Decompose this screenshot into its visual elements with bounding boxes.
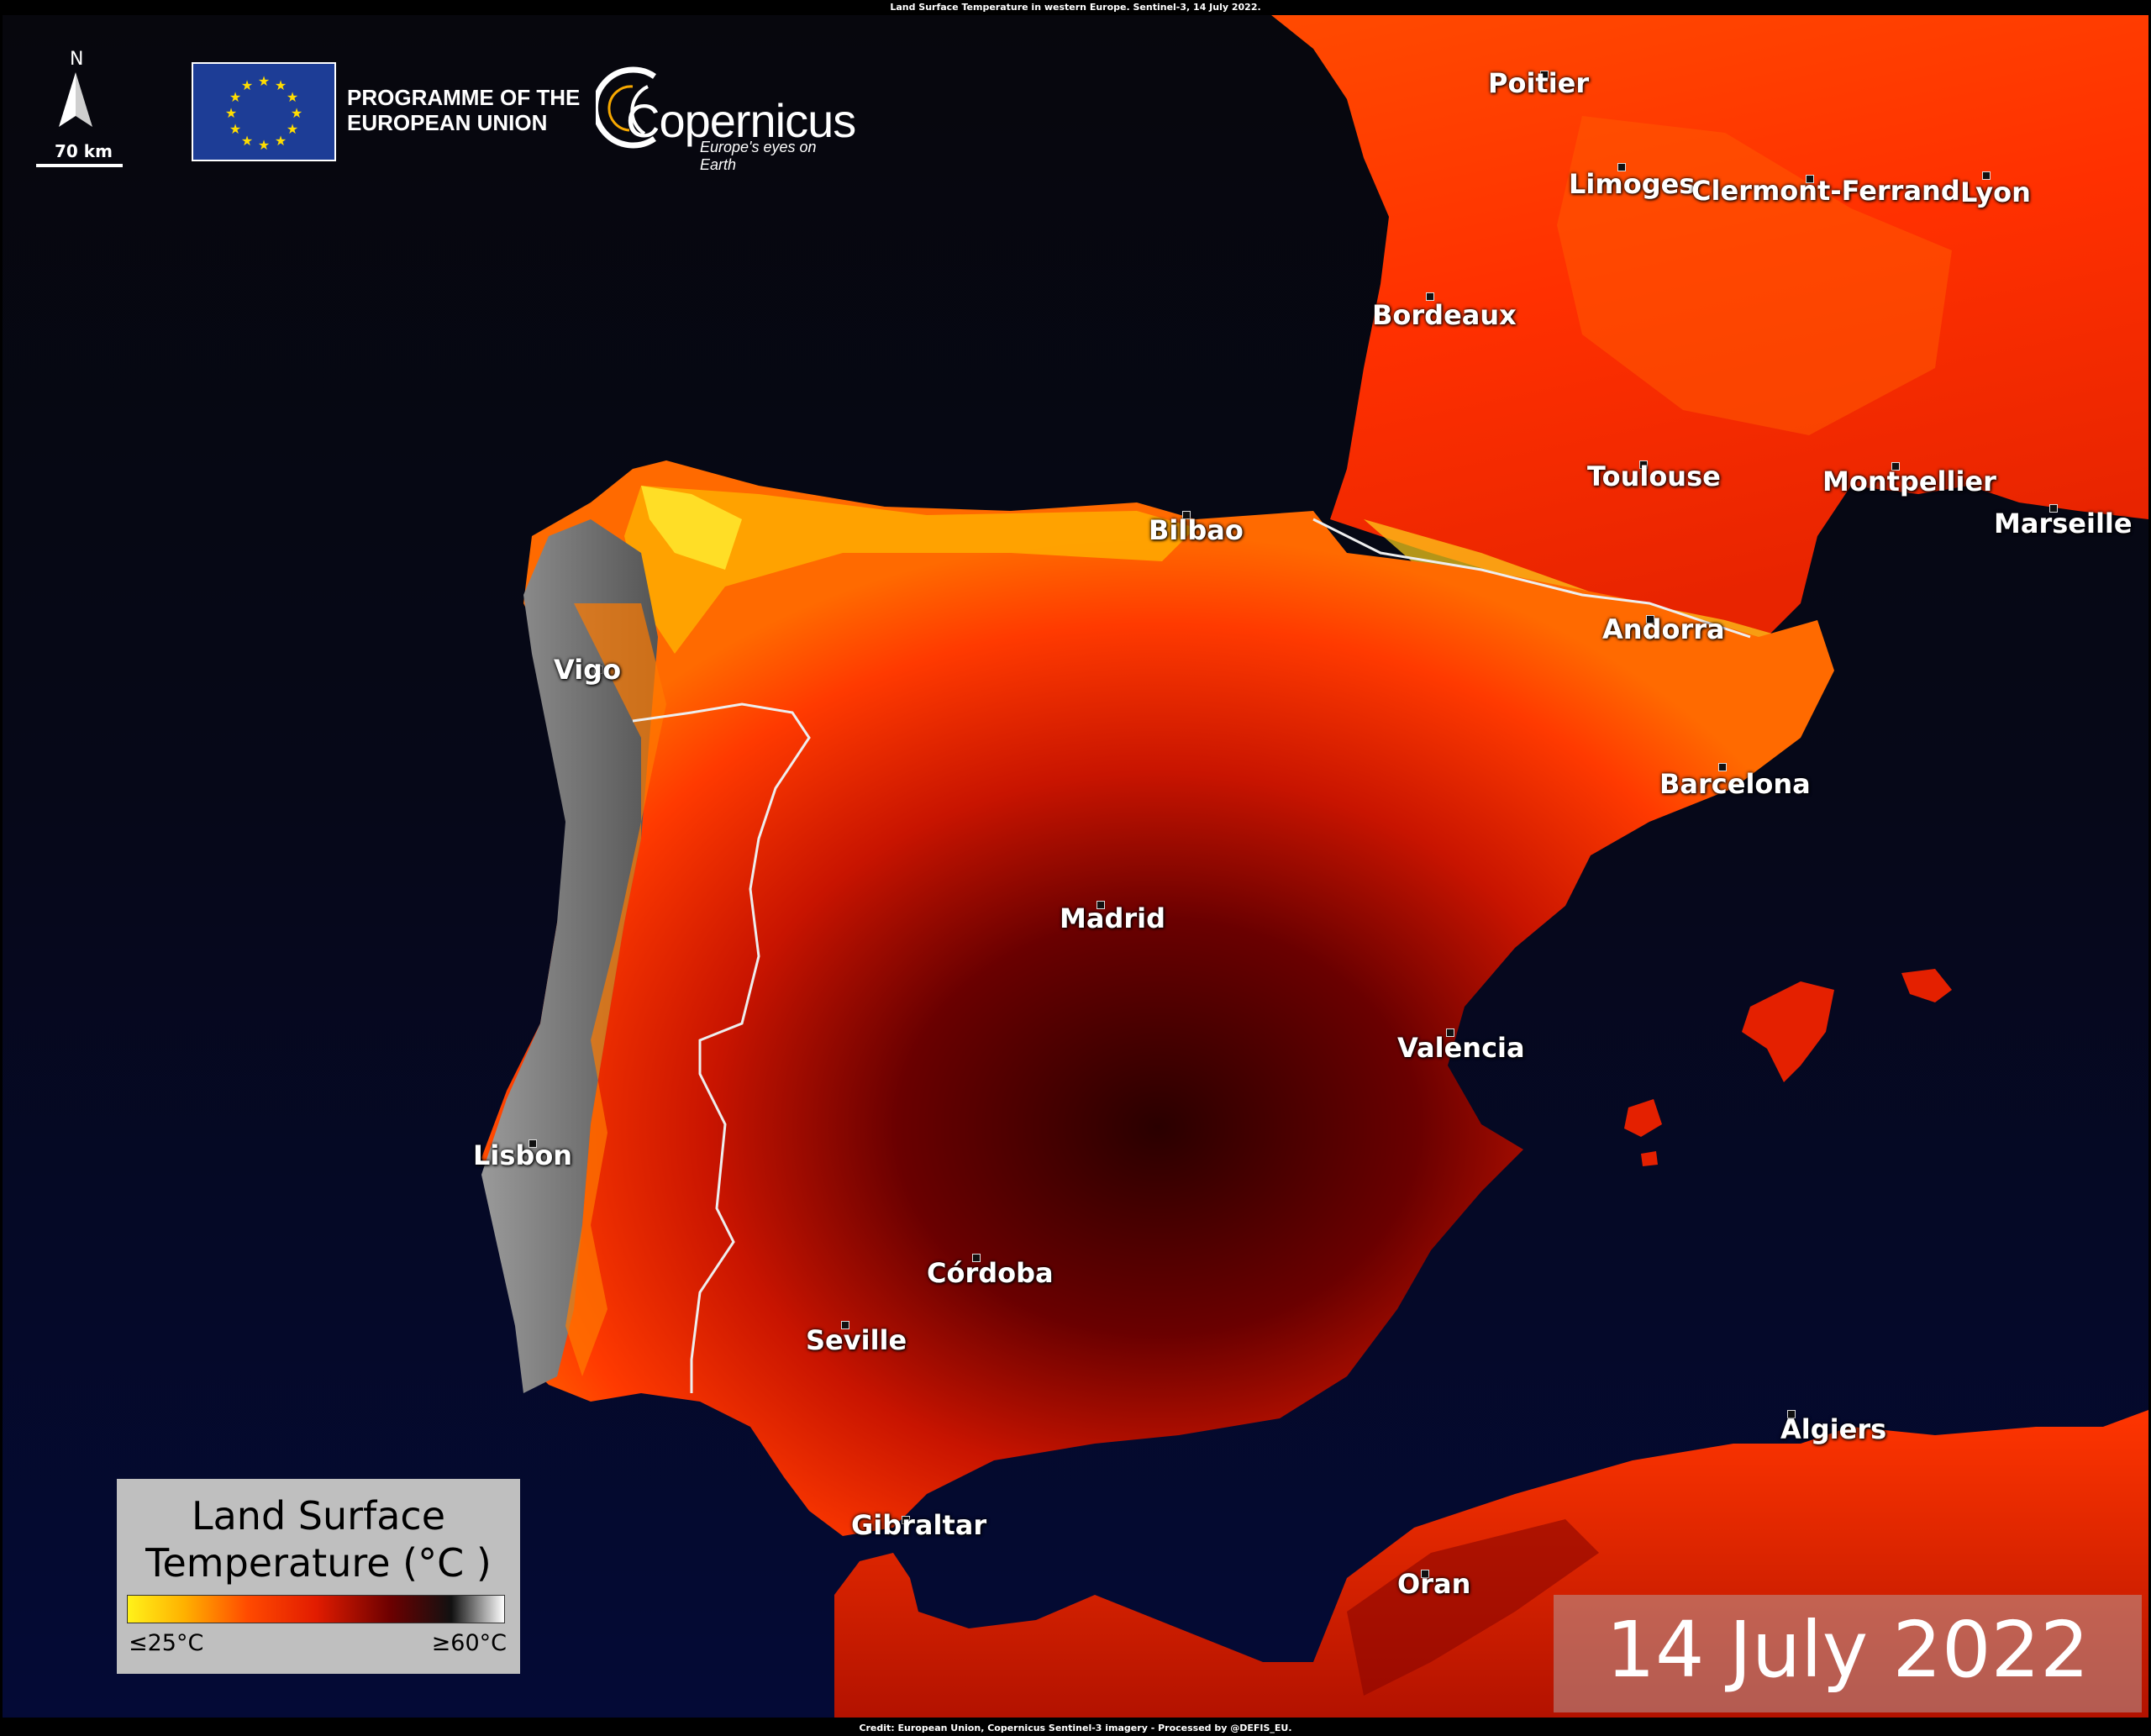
city-label-cordoba: Córdoba — [927, 1257, 1054, 1289]
north-arrow-icon — [59, 72, 92, 127]
city-marker — [1446, 1028, 1454, 1037]
city-marker — [1617, 163, 1626, 171]
north-letter: N — [70, 49, 84, 70]
city-label-andorra: Andorra — [1602, 613, 1725, 645]
city-marker — [1182, 511, 1191, 519]
city-label-toulouse: Toulouse — [1587, 460, 1721, 492]
city-label-oran: Oran — [1397, 1568, 1471, 1600]
city-label-montpellier: Montpellier — [1822, 466, 1996, 497]
scale-bar — [36, 164, 123, 167]
svg-text:★: ★ — [229, 121, 241, 137]
iberia-landmass — [481, 460, 1834, 1536]
svg-text:★: ★ — [258, 137, 270, 153]
city-label-clermont-ferrand: Clermont-Ferrand — [1691, 175, 1960, 207]
legend-min-label: ≤25°C — [129, 1630, 204, 1656]
spain-france-border — [1312, 518, 1751, 639]
city-marker — [972, 1254, 981, 1262]
city-marker — [1806, 175, 1814, 183]
city-marker — [1646, 615, 1654, 623]
city-marker — [1787, 1410, 1796, 1418]
city-marker — [902, 1516, 910, 1524]
svg-text:★: ★ — [275, 133, 287, 149]
city-label-limoges: Limoges — [1569, 168, 1696, 200]
mallorca — [1742, 981, 1834, 1082]
city-marker — [1891, 462, 1900, 471]
eu-flag-icon: ★ ★ ★ ★ ★ ★ ★ ★ ★ ★ ★ ★ — [192, 62, 336, 161]
city-marker — [1718, 763, 1727, 771]
north-arrow: N 70 km — [36, 49, 129, 175]
svg-text:★: ★ — [291, 105, 302, 121]
date-box: 14 July 2022 — [1554, 1595, 2142, 1712]
footer-credit: Credit: European Union, Copernicus Senti… — [859, 1723, 1292, 1733]
ibiza — [1624, 1099, 1662, 1137]
date-label: 14 July 2022 — [1606, 1605, 2090, 1695]
city-label-bilbao: Bilbao — [1149, 514, 1244, 546]
city-label-valencia: Valencia — [1397, 1032, 1525, 1064]
city-marker — [594, 665, 602, 674]
copernicus-logo-icon: Copernicus Europe's eyes on Earth — [596, 61, 856, 173]
svg-text:★: ★ — [241, 133, 253, 149]
copernicus-tagline: Europe's eyes on Earth — [700, 139, 817, 173]
svg-text:★: ★ — [287, 89, 298, 105]
city-label-algiers: Algiers — [1780, 1413, 1887, 1445]
land-surface-layer — [481, 15, 2148, 1718]
city-marker — [2049, 504, 2058, 513]
legend-max-label: ≥60°C — [431, 1630, 507, 1656]
temperature-legend: Land Surface Temperature (°C ) ≤25°C ≥60… — [117, 1479, 520, 1674]
spain-portugal-border — [632, 702, 811, 1393]
svg-text:★: ★ — [258, 73, 270, 89]
temperature-map[interactable]: Poitier Limoges Clermont-Ferrand Lyon Bo… — [3, 15, 2148, 1718]
menorca — [1901, 969, 1952, 1002]
city-label-poitier: Poitier — [1488, 67, 1590, 99]
city-label-lyon: Lyon — [1960, 176, 2031, 208]
eu-programme-text: PROGRAMME OF THE EUROPEAN UNION — [347, 85, 580, 135]
svg-text:★: ★ — [225, 105, 237, 121]
copernicus-word: Copernicus — [626, 94, 856, 147]
scale-label: 70 km — [55, 141, 113, 161]
city-marker — [1540, 71, 1549, 79]
svg-text:★: ★ — [275, 77, 287, 93]
city-marker — [1421, 1570, 1429, 1578]
header-caption: Land Surface Temperature in western Euro… — [890, 2, 1261, 13]
legend-color-ramp — [127, 1595, 505, 1623]
city-marker — [841, 1321, 849, 1329]
eu-text-line2: EUROPEAN UNION — [347, 110, 548, 135]
legend-title-line1: Land Surface — [191, 1493, 446, 1539]
city-label-seville: Seville — [806, 1324, 907, 1356]
city-marker — [1639, 460, 1648, 469]
city-label-lisbon: Lisbon — [473, 1139, 573, 1171]
legend-title: Land Surface Temperature (°C ) — [117, 1492, 520, 1586]
city-marker — [529, 1139, 537, 1148]
city-marker — [1097, 901, 1105, 909]
city-label-bordeaux: Bordeaux — [1372, 299, 1517, 331]
city-label-marseille: Marseille — [1994, 508, 2133, 539]
svg-text:★: ★ — [241, 77, 253, 93]
eu-text-line1: PROGRAMME OF THE — [347, 85, 581, 110]
city-label-madrid: Madrid — [1060, 902, 1165, 934]
legend-title-line2: Temperature (°C ) — [145, 1540, 492, 1586]
city-marker — [1426, 292, 1434, 301]
city-label-vigo: Vigo — [554, 654, 622, 686]
svg-text:★: ★ — [287, 121, 298, 137]
city-label-barcelona: Barcelona — [1659, 768, 1811, 800]
city-marker — [1982, 171, 1991, 180]
svg-text:★: ★ — [229, 89, 241, 105]
city-label-gibraltar: Gibraltar — [851, 1509, 987, 1541]
